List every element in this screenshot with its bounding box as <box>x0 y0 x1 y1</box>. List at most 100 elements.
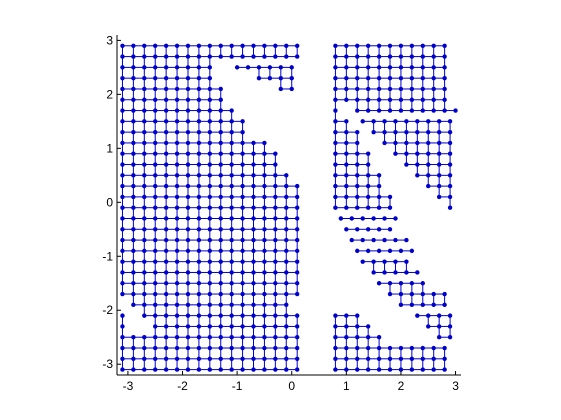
data-point <box>426 173 431 178</box>
data-point <box>120 356 125 362</box>
data-point <box>185 65 191 70</box>
data-point <box>163 270 169 275</box>
data-point <box>294 237 300 243</box>
data-point <box>382 270 387 275</box>
data-point <box>131 173 136 178</box>
data-point <box>120 237 125 243</box>
data-point <box>251 216 256 221</box>
data-point <box>245 65 251 70</box>
data-point <box>218 43 223 48</box>
data-point <box>442 75 447 81</box>
data-point <box>344 345 349 351</box>
data-point <box>131 367 136 372</box>
data-point <box>365 151 371 156</box>
data-point <box>344 313 349 318</box>
data-point <box>163 75 169 81</box>
data-point <box>426 183 431 189</box>
data-point <box>442 108 447 113</box>
data-point <box>333 324 338 329</box>
data-point <box>289 65 294 70</box>
data-point <box>387 194 393 200</box>
data-point <box>196 162 202 167</box>
data-point <box>447 140 453 146</box>
data-point <box>142 345 147 351</box>
data-point <box>142 162 147 167</box>
data-point <box>360 119 365 124</box>
data-point <box>371 119 376 124</box>
data-point <box>153 108 158 113</box>
data-point <box>447 324 453 329</box>
data-point <box>196 86 202 92</box>
data-point <box>142 259 147 264</box>
x-tick-label: -1 <box>232 379 243 393</box>
data-point <box>240 227 245 232</box>
data-point <box>251 270 256 275</box>
data-point <box>142 86 147 92</box>
data-point <box>284 237 289 243</box>
data-point <box>120 335 125 340</box>
data-point <box>355 75 360 81</box>
data-point <box>131 335 136 340</box>
data-point <box>273 356 278 362</box>
data-point <box>409 356 415 362</box>
data-point <box>442 97 447 102</box>
data-point <box>256 65 262 70</box>
data-point <box>131 108 136 113</box>
data-point <box>207 54 213 59</box>
data-point <box>229 205 234 210</box>
data-point <box>174 335 180 340</box>
data-point <box>365 194 371 200</box>
data-point <box>387 205 393 210</box>
data-point <box>355 162 360 167</box>
y-tick-label: 2 <box>106 87 113 101</box>
data-point <box>371 237 376 243</box>
data-point <box>120 173 125 178</box>
data-point <box>229 302 234 308</box>
data-point <box>240 151 245 156</box>
data-point <box>415 129 420 135</box>
data-point <box>174 108 180 113</box>
data-point <box>218 162 223 167</box>
data-point <box>262 173 267 178</box>
data-point <box>251 227 256 232</box>
data-point <box>229 108 234 113</box>
data-point <box>131 151 136 156</box>
data-point <box>174 302 180 308</box>
data-point <box>153 129 158 135</box>
data-point <box>294 183 300 189</box>
data-point <box>355 173 360 178</box>
data-point <box>131 54 136 59</box>
data-point <box>131 291 136 297</box>
data-point <box>426 151 431 156</box>
data-point <box>153 259 158 264</box>
data-point <box>426 162 431 167</box>
data-point <box>207 313 213 318</box>
data-point <box>142 205 147 210</box>
data-point <box>153 356 158 362</box>
data-point <box>355 43 360 48</box>
data-point <box>142 227 147 232</box>
data-point <box>207 162 213 167</box>
data-point <box>185 281 191 286</box>
data-point <box>447 119 453 124</box>
data-point <box>415 313 420 318</box>
data-point <box>447 183 453 189</box>
data-point <box>294 205 300 210</box>
data-point <box>196 356 202 362</box>
data-point <box>185 75 191 81</box>
data-point <box>294 335 300 340</box>
data-point <box>196 97 202 102</box>
data-point <box>382 129 387 135</box>
data-point <box>365 65 371 70</box>
data-point <box>447 205 453 210</box>
data-point <box>153 324 158 329</box>
data-point <box>289 75 294 81</box>
data-point <box>376 86 382 92</box>
data-point <box>447 162 453 167</box>
data-point <box>360 216 365 221</box>
data-point <box>163 65 169 70</box>
data-point <box>120 108 125 113</box>
data-point <box>196 119 202 124</box>
data-point <box>131 216 136 221</box>
data-point <box>142 237 147 243</box>
